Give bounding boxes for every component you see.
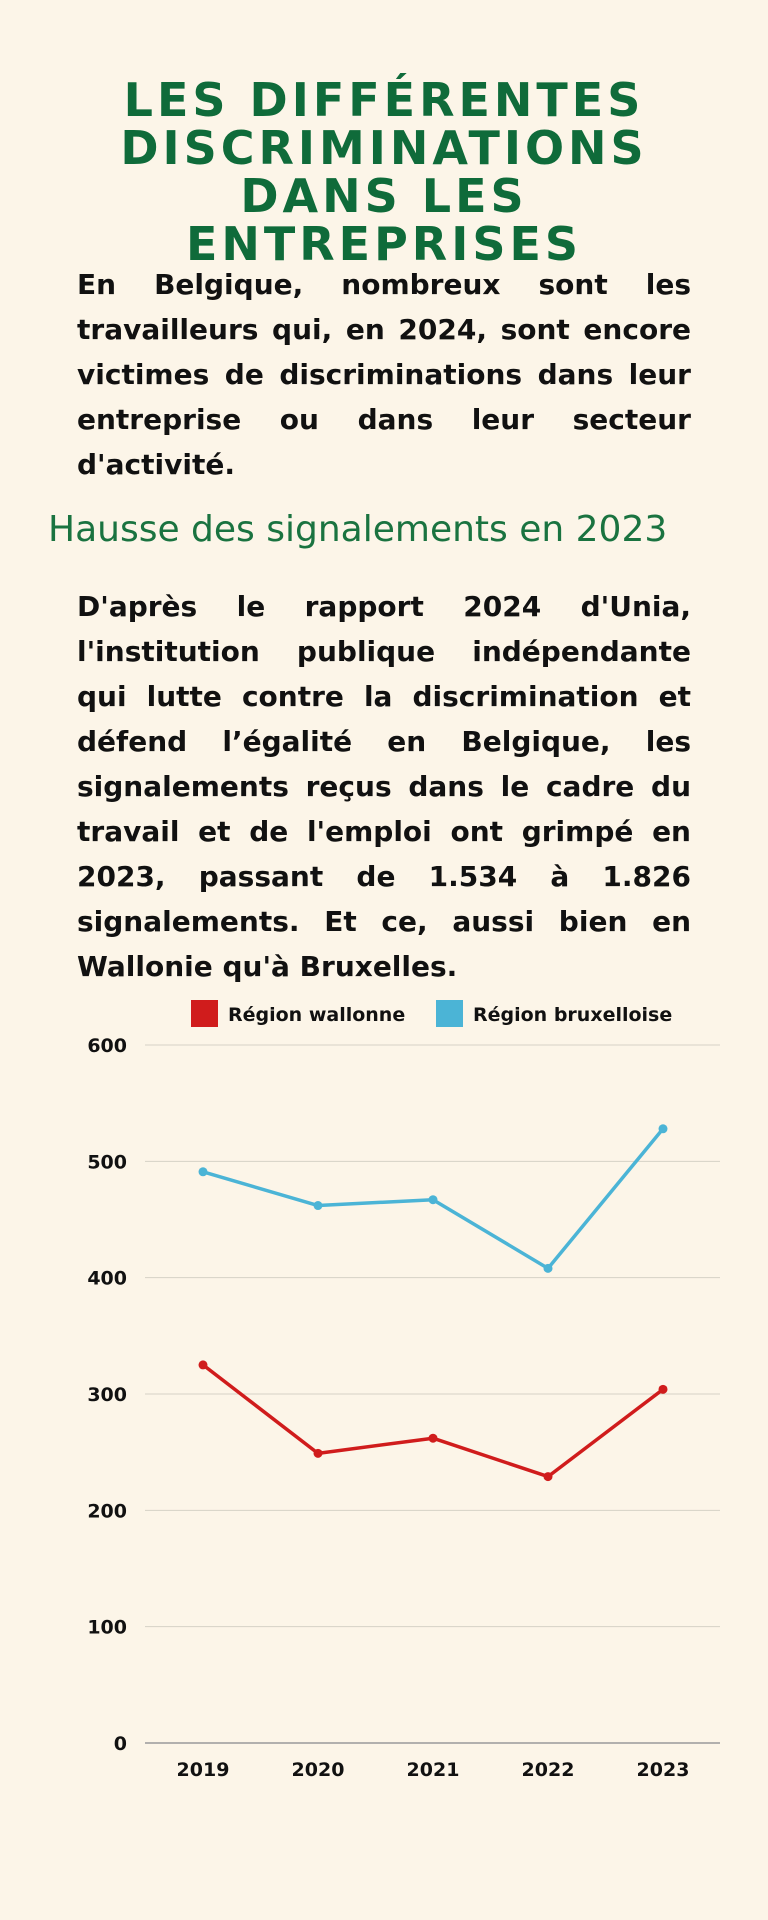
data-point [313, 1448, 323, 1458]
y-tick-label: 100 [87, 1617, 127, 1639]
data-point [313, 1201, 323, 1211]
y-tick-label: 0 [114, 1733, 127, 1755]
data-point [543, 1472, 553, 1482]
x-tick-label: 2023 [637, 1759, 690, 1781]
data-point [198, 1360, 208, 1370]
series-line-1 [201, 1363, 665, 1479]
data-point [658, 1124, 668, 1134]
y-tick-label: 400 [87, 1268, 127, 1290]
data-point [198, 1167, 208, 1177]
section-paragraph: D'après le rapport 2024 d'Unia, l'instit… [77, 590, 691, 983]
page-title: Les différentes discriminations dans les… [120, 73, 648, 271]
y-tick-label: 300 [87, 1384, 127, 1406]
intro-paragraph: En Belgique, nombreux sont les travaille… [77, 268, 691, 481]
x-tick-label: 2019 [177, 1759, 230, 1781]
legend-label: Région bruxelloise [473, 1004, 672, 1026]
data-point [543, 1263, 553, 1273]
legend-label: Région wallonne [228, 1004, 405, 1026]
x-tick-label: 2021 [407, 1759, 460, 1781]
data-point [428, 1433, 438, 1443]
data-point [658, 1384, 668, 1394]
y-tick-label: 600 [87, 1035, 127, 1057]
x-tick-label: 2022 [522, 1759, 575, 1781]
data-point [428, 1195, 438, 1205]
y-tick-label: 200 [87, 1500, 127, 1522]
section-subtitle: Hausse des signalements en 2023 [48, 509, 668, 550]
x-tick-label: 2020 [292, 1759, 345, 1781]
y-tick-label: 500 [87, 1151, 127, 1173]
legend-swatch [436, 1000, 463, 1027]
line-chart: 0 100 200 300 400 500 600 2019 2020 2021 2022 2023 R… [87, 1000, 720, 1781]
legend-swatch [191, 1000, 218, 1027]
